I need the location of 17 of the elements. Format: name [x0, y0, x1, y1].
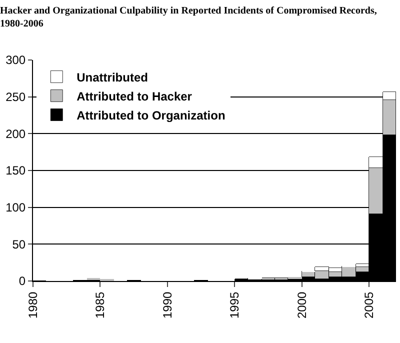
x-tick-label: 1990 [160, 291, 174, 319]
y-tick-label: 0 [18, 274, 26, 288]
y-tick-label: 250 [6, 90, 26, 104]
y-tick-label: 300 [6, 53, 26, 68]
y-tick-label: 100 [6, 200, 26, 215]
y-tick-label: 150 [6, 164, 26, 178]
y-tick-label: 50 [12, 237, 26, 252]
x-tick-label: 2000 [294, 291, 309, 319]
x-tick-label: 2005 [362, 291, 376, 319]
legend-label: Attributed to Organization [76, 108, 226, 122]
chart-title: Hacker and Organizational Culpability in Reported Incidents of Compromised Records, 1980-2006 [0, 6, 378, 30]
x-tick-label: 1980 [26, 291, 40, 319]
legend-label: Attributed to Hacker [76, 89, 192, 104]
x-tick-label: 1995 [228, 291, 242, 319]
legend-label: Unattributed [76, 70, 148, 84]
x-tick-label: 1985 [93, 291, 108, 319]
y-tick-label: 200 [6, 126, 26, 141]
